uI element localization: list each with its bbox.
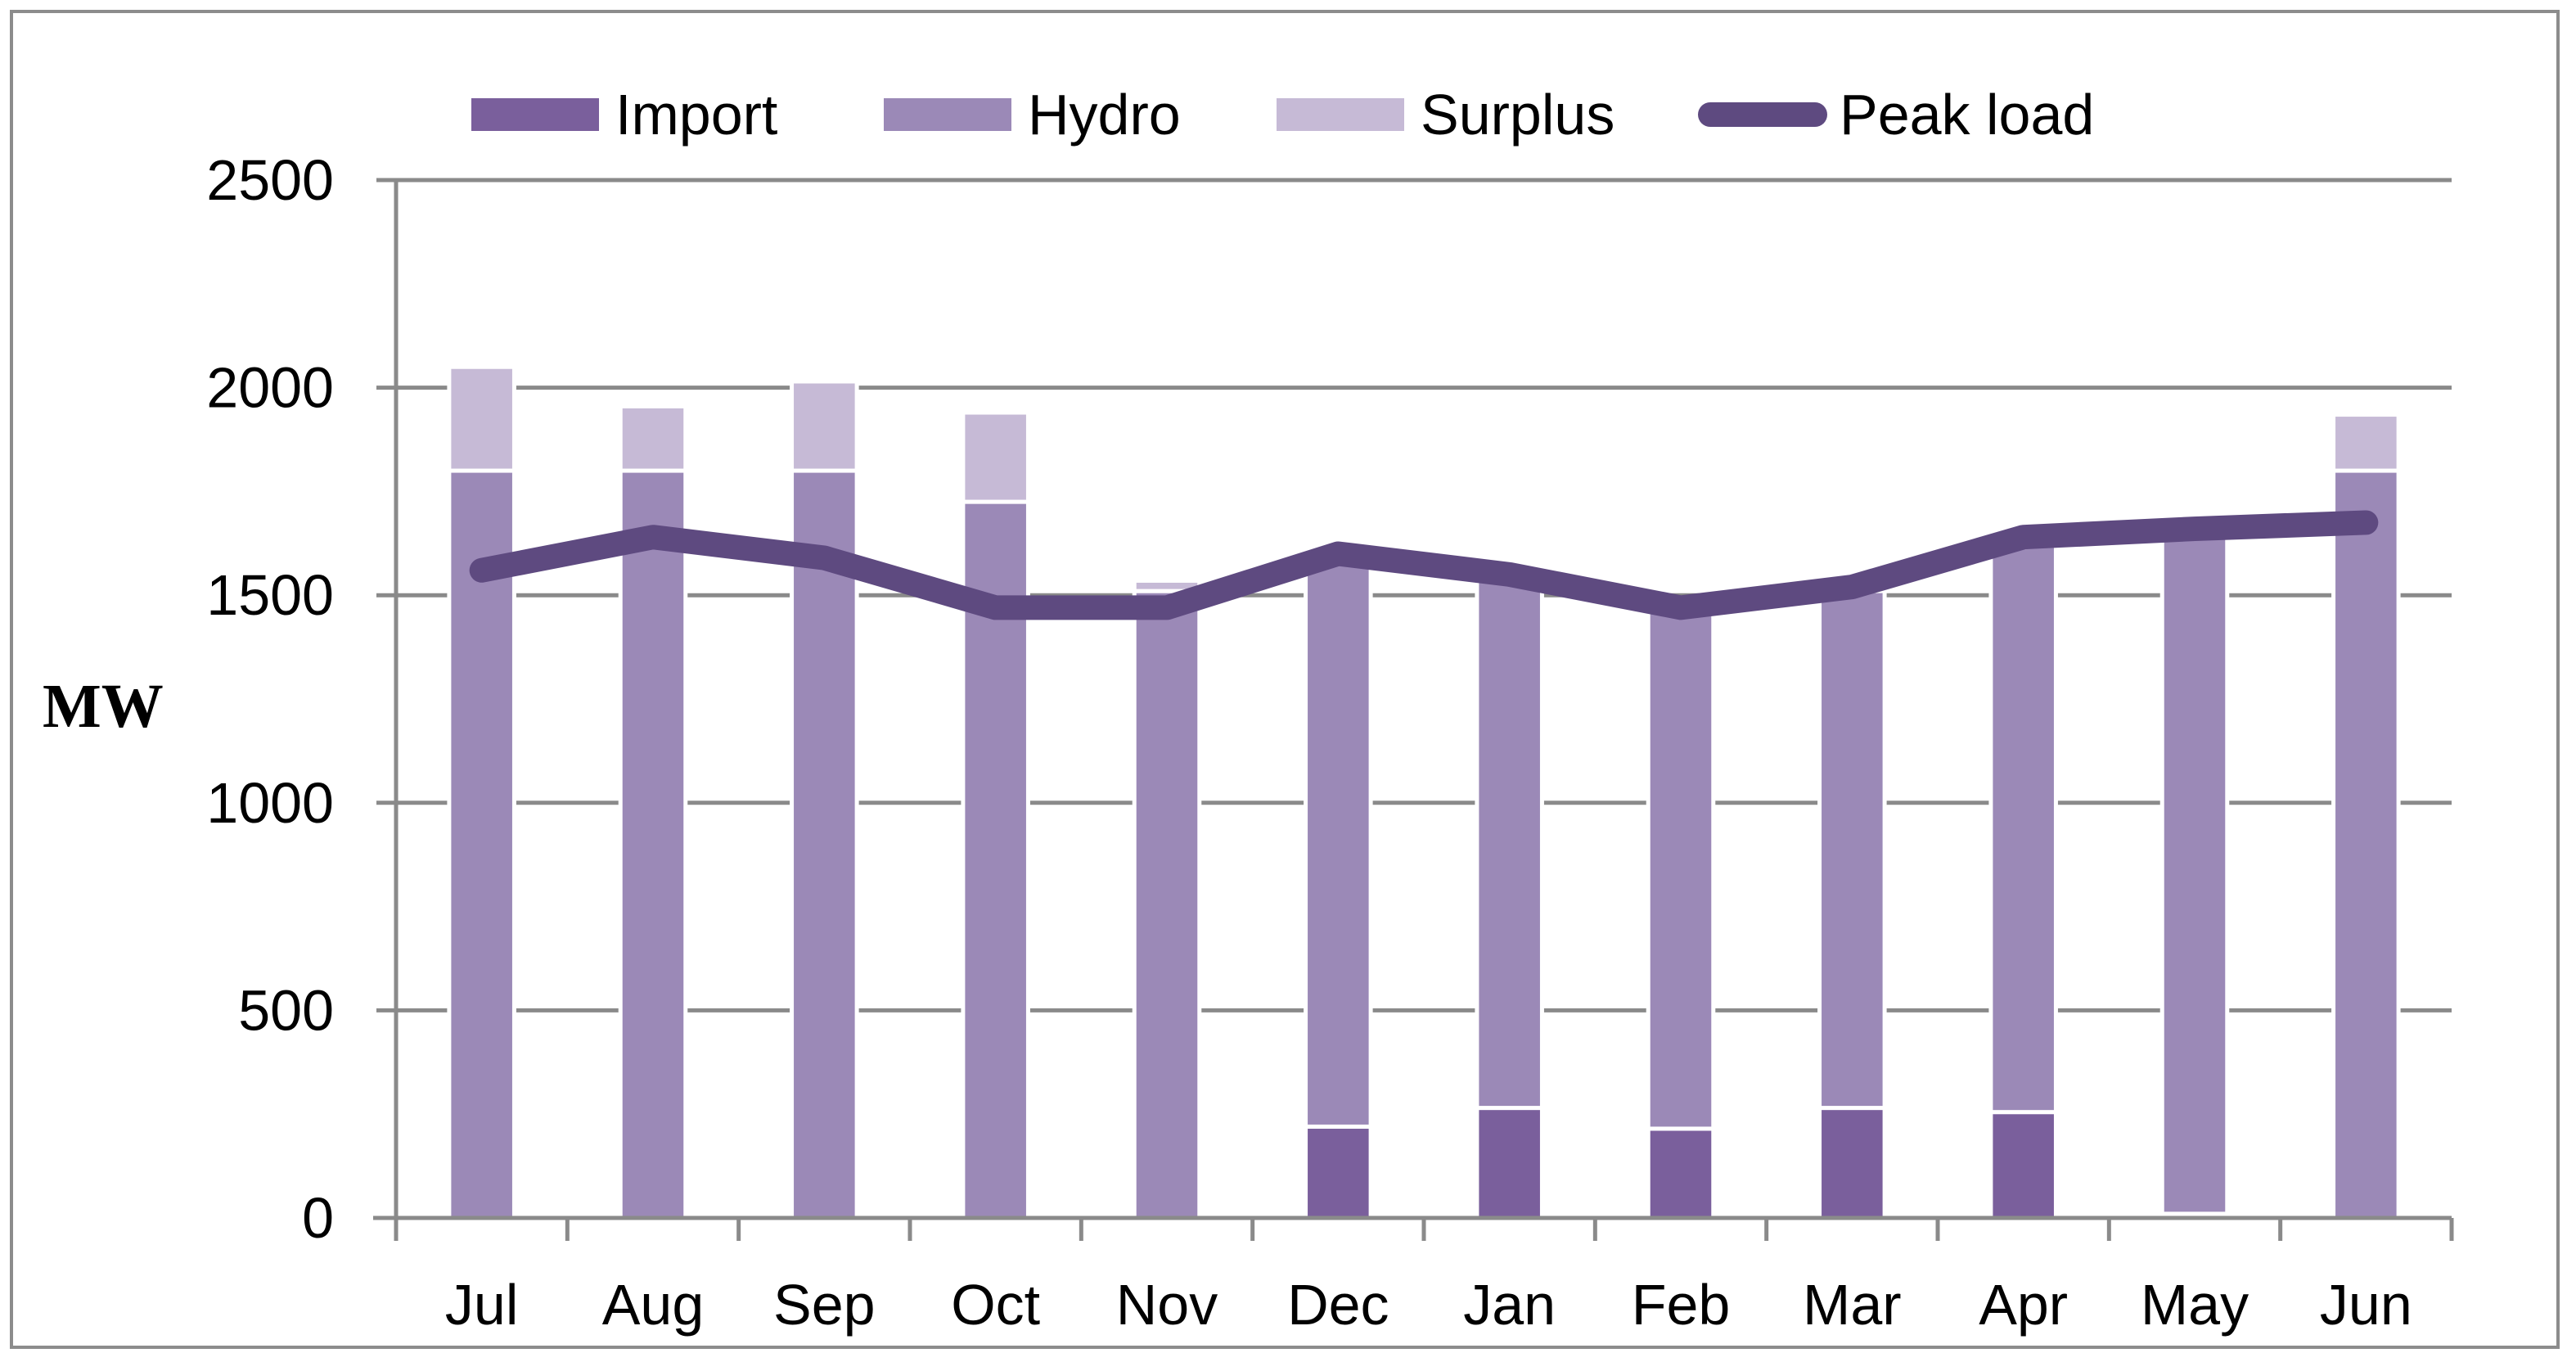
legend-swatch-hydro (884, 98, 1011, 131)
x-tick-label: Mar (1803, 1273, 1902, 1337)
axes (373, 178, 2454, 1241)
legend-swatch-surplus (1277, 98, 1404, 131)
bar-import (1304, 1124, 1373, 1220)
bar-surplus (961, 410, 1030, 504)
chart-frame (10, 10, 2560, 1349)
x-tick-label: Apr (1979, 1273, 2068, 1337)
legend: Import Hydro Surplus Peak load (471, 83, 2094, 147)
bar-import (1988, 1110, 2058, 1220)
x-tick-label: Sep (773, 1273, 876, 1337)
x-tick-label: Dec (1287, 1273, 1389, 1337)
x-tick-label: May (2141, 1273, 2249, 1337)
gridlines (396, 178, 2452, 1012)
y-tick-label: 1500 (206, 563, 334, 627)
bars (447, 364, 2401, 1220)
bar-import (1475, 1106, 1544, 1220)
bar-hydro (618, 468, 688, 1220)
bar-hydro (1475, 574, 1544, 1111)
x-tick-label: Jul (445, 1273, 518, 1337)
bar-hydro (1988, 533, 2058, 1115)
bar-hydro (1132, 589, 1202, 1220)
bar-hydro (2159, 530, 2230, 1216)
bar-surplus (790, 379, 859, 473)
legend-label: Hydro (1028, 83, 1181, 147)
bar-hydro (447, 468, 516, 1220)
y-tick-label: 1000 (206, 771, 334, 835)
legend-label: Import (615, 83, 777, 147)
y-axis-label: MW (43, 672, 164, 741)
legend-label: Peak load (1840, 83, 2094, 147)
y-tick-label: 0 (302, 1186, 334, 1250)
bar-hydro (2331, 468, 2401, 1220)
legend-swatch-import (471, 98, 599, 131)
bar-import (1817, 1106, 1887, 1220)
bar-hydro (1646, 597, 1716, 1131)
peak-load-line (469, 510, 2379, 620)
y-tick-label: 2500 (206, 148, 334, 212)
x-tick-label: Nov (1116, 1273, 1218, 1337)
tick-labels: 0 500 1000 1500 2000 2500 Jul Aug Sep Oct Nov Dec Ja… (206, 148, 2412, 1337)
x-tick-label: Aug (602, 1273, 705, 1337)
y-tick-label: 500 (238, 978, 334, 1042)
bar-surplus (2331, 413, 2401, 473)
bar-hydro (1304, 560, 1373, 1129)
x-tick-label: Jun (2320, 1273, 2412, 1337)
x-tick-label: Feb (1632, 1273, 1731, 1337)
bar-hydro (790, 468, 859, 1220)
bar-hydro (1817, 589, 1887, 1111)
x-tick-label: Oct (951, 1273, 1040, 1337)
bar-surplus (447, 364, 516, 473)
x-tick-label: Jan (1463, 1273, 1556, 1337)
bar-surplus (618, 404, 688, 473)
series-line-peak-load (469, 510, 2379, 620)
bar-import (1646, 1126, 1716, 1220)
legend-label: Surplus (1421, 83, 1615, 147)
y-tick-label: 2000 (206, 356, 334, 420)
